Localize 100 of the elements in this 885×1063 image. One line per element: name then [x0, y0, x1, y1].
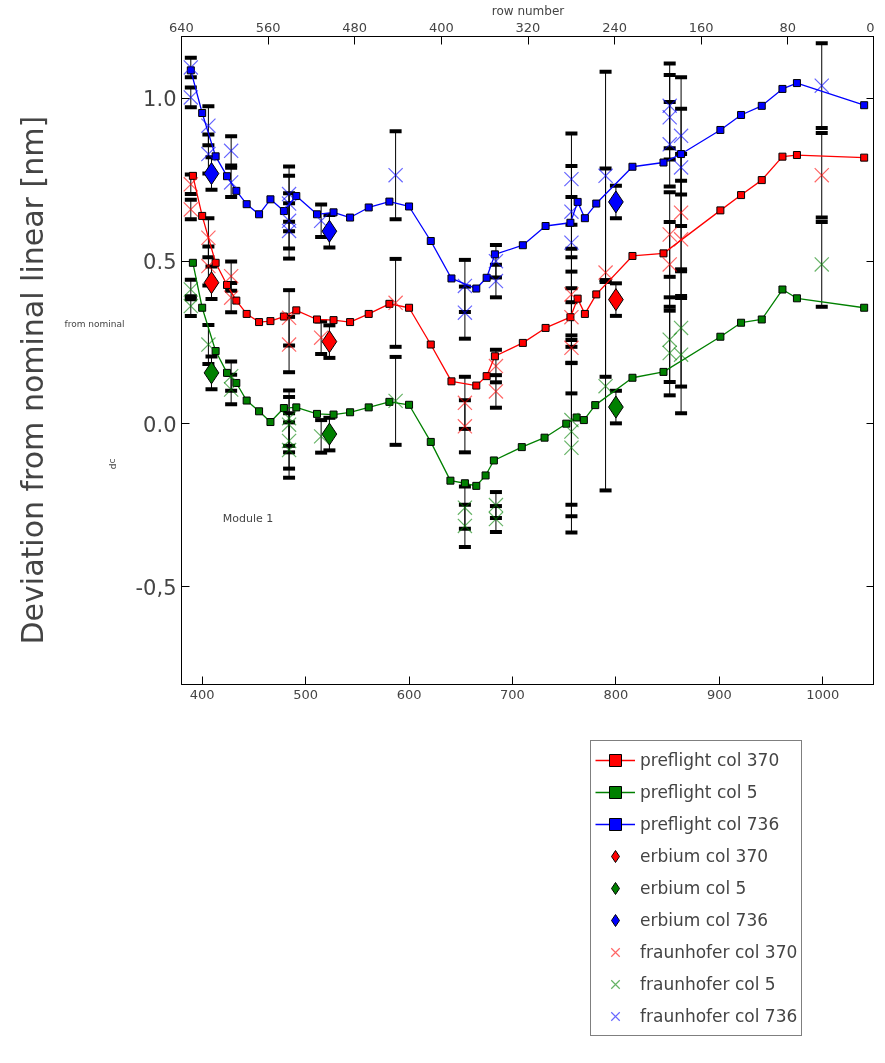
legend-label: fraunhofer col 736 [640, 1005, 798, 1028]
point [447, 274, 456, 283]
y-tick-label: -0,5 [135, 575, 177, 600]
point [778, 84, 787, 93]
point [737, 191, 746, 200]
point [460, 479, 469, 488]
point [223, 172, 232, 181]
point [573, 197, 582, 206]
point [757, 101, 766, 110]
point [203, 361, 220, 385]
point [562, 419, 571, 428]
point [385, 197, 394, 206]
x2-tick-label: 480 [342, 19, 368, 35]
point [266, 195, 275, 204]
point [573, 294, 582, 303]
point [778, 285, 787, 294]
point [279, 404, 288, 413]
x-tick-label: 400 [189, 686, 215, 702]
point [518, 241, 527, 250]
x2-tick-label: 160 [688, 19, 714, 35]
legend-label: preflight col 736 [640, 813, 780, 836]
point [472, 284, 481, 293]
point [482, 372, 491, 381]
legend-label: erbium col 5 [640, 877, 747, 900]
point [628, 373, 637, 382]
point [737, 110, 746, 119]
point [860, 153, 869, 162]
y-axis-title: Deviation from nominal linear [nm] [15, 115, 50, 645]
point [489, 456, 498, 465]
point [188, 258, 197, 267]
x2-tick-label: 560 [255, 19, 281, 35]
x2-tick-label: 240 [602, 19, 628, 35]
point [242, 396, 251, 405]
point [446, 476, 455, 485]
point [266, 317, 275, 326]
point [321, 219, 338, 243]
point [198, 211, 207, 220]
point [203, 271, 220, 295]
point [321, 330, 338, 354]
point [279, 312, 288, 321]
x2-tick-label: 640 [169, 19, 194, 35]
point [329, 208, 338, 217]
point [329, 410, 338, 419]
point [591, 401, 600, 410]
y-tick-label: 1.0 [143, 87, 177, 112]
point [778, 152, 787, 161]
point [292, 192, 301, 201]
point [517, 443, 526, 452]
point [232, 378, 241, 387]
point [792, 294, 801, 303]
point [364, 309, 373, 318]
point [592, 199, 601, 208]
point [757, 176, 766, 185]
x-tick-label: 800 [603, 686, 629, 702]
point [490, 250, 499, 259]
point [198, 303, 207, 312]
point [447, 377, 456, 386]
point [255, 210, 264, 219]
point [292, 306, 301, 315]
point [716, 332, 725, 341]
point [313, 409, 321, 418]
point [518, 338, 527, 347]
point [186, 66, 195, 75]
point [426, 437, 435, 446]
y-tick-label: 0.0 [143, 413, 177, 437]
x-tick-label: 500 [293, 686, 319, 702]
point [481, 471, 490, 480]
point [579, 416, 588, 425]
point [572, 413, 581, 422]
point [255, 407, 264, 416]
point [541, 222, 550, 231]
point [472, 381, 481, 390]
point [242, 309, 251, 318]
point [211, 347, 220, 356]
x2-tick-label: 320 [515, 19, 541, 35]
annotation: Module 1 [222, 511, 274, 525]
point [628, 251, 637, 260]
point [592, 290, 601, 299]
point [540, 433, 549, 442]
point [472, 481, 481, 490]
legend-label: fraunhofer col 5 [640, 973, 776, 996]
point [792, 151, 801, 160]
point [426, 236, 435, 245]
point [716, 125, 725, 134]
point [860, 303, 869, 312]
point [385, 397, 394, 406]
legend-label: preflight col 370 [640, 749, 780, 772]
x-tick-label: 900 [706, 686, 732, 702]
point [566, 218, 575, 227]
point [490, 352, 499, 361]
point [211, 152, 220, 161]
text: dc [107, 458, 118, 470]
legend-label: erbium col 736 [640, 909, 769, 932]
point [566, 313, 575, 322]
point [223, 368, 232, 377]
point [188, 171, 197, 180]
point [242, 200, 251, 209]
point [405, 202, 414, 211]
legend-label: fraunhofer col 370 [640, 941, 798, 964]
point [223, 280, 232, 289]
